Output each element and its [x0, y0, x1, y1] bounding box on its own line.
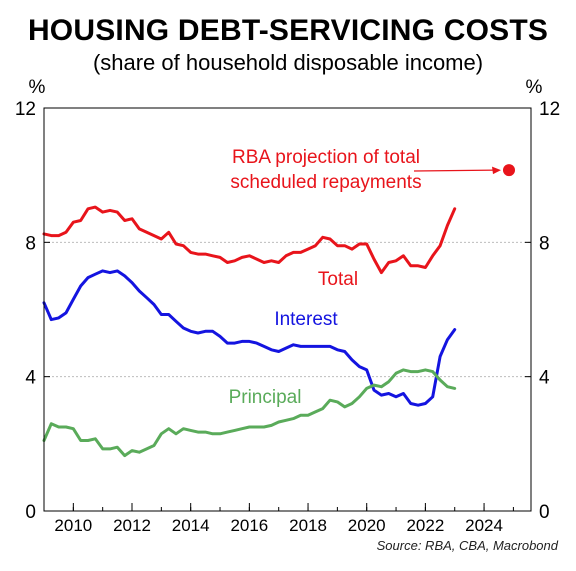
y-tick-label-right: 4 — [539, 368, 550, 389]
x-tick-label: 2010 — [54, 516, 92, 535]
y-tick-label-left: 0 — [25, 502, 36, 523]
chart-title: HOUSING DEBT-SERVICING COSTS — [27, 14, 549, 47]
series-label-total: Total — [318, 269, 358, 290]
series-line-principal — [42, 368, 457, 458]
projection-arrow-head — [491, 166, 501, 175]
x-tick-label: 2012 — [113, 516, 151, 535]
x-tick-label: 2018 — [289, 516, 327, 535]
grid-lines — [44, 241, 531, 378]
plot-frame — [43, 107, 532, 512]
tick-group: 0 0 4 4 8 8 12 12% % 2010 2012 2014 2016 2018 2020 2022… — [15, 77, 560, 535]
y-tick-label-right: 8 — [539, 233, 550, 254]
y-unit-left: % — [29, 77, 46, 98]
y-tick-label-right: 0 — [539, 502, 550, 523]
x-tick-label: 2014 — [172, 516, 210, 535]
annotation-group: Total Interest Principal RBA projection of … — [229, 147, 515, 408]
x-tick-label: 2016 — [230, 516, 268, 535]
y-tick-label-left: 4 — [25, 368, 36, 389]
x-tick-label: 2024 — [465, 516, 503, 535]
series-label-principal: Principal — [229, 387, 302, 408]
series-line-interest — [42, 269, 457, 407]
projection-label-line1: RBA projection of total — [232, 147, 420, 168]
y-unit-right: % — [526, 77, 543, 98]
series-label-interest: Interest — [274, 309, 338, 330]
y-tick-label-left: 12 — [15, 99, 36, 120]
y-tick-label-right: 12 — [539, 99, 560, 120]
source-note: Source: RBA, CBA, Macrobond — [376, 538, 558, 553]
projection-arrow-line — [413, 169, 496, 172]
x-tick-label: 2020 — [348, 516, 386, 535]
projection-point — [502, 164, 515, 177]
projection-label-line2: scheduled repayments — [230, 172, 421, 193]
series-group — [42, 205, 457, 458]
series-line-total — [42, 205, 457, 275]
x-tick-label: 2022 — [406, 516, 444, 535]
chart-subtitle: (share of household disposable income) — [92, 50, 484, 75]
y-tick-label-left: 8 — [25, 233, 36, 254]
